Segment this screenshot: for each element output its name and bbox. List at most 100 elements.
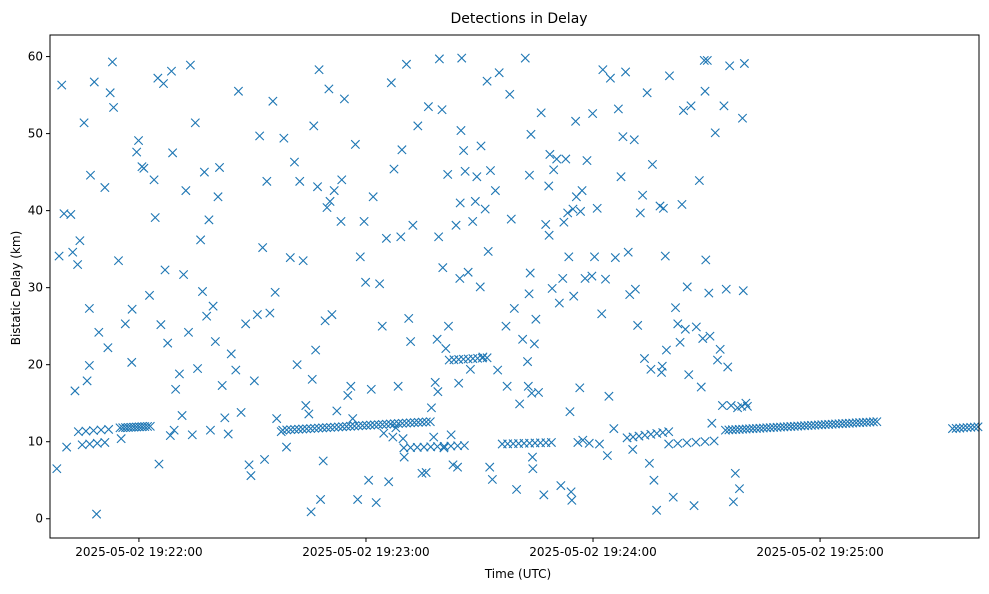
data-point [872, 417, 882, 427]
data-point [214, 162, 225, 173]
data-point [700, 86, 710, 96]
data-point [568, 204, 578, 214]
data-point [547, 283, 557, 294]
data-point [947, 424, 958, 434]
data-point [575, 383, 585, 393]
data-point [202, 311, 212, 321]
data-point [246, 471, 256, 481]
data-point [480, 204, 490, 214]
data-point [94, 327, 104, 337]
data-point [715, 344, 725, 354]
data-point [315, 494, 326, 505]
data-point [533, 387, 544, 398]
data-point [525, 268, 535, 278]
data-point [163, 338, 173, 348]
data-point [616, 172, 626, 182]
data-point [734, 424, 744, 434]
data-point [755, 423, 765, 433]
data-point [52, 464, 62, 474]
data-point [580, 273, 590, 284]
data-point [393, 381, 403, 391]
data-point [306, 423, 316, 434]
data-point [361, 420, 372, 430]
data-point [561, 154, 571, 164]
data-point [301, 400, 311, 411]
data-point [628, 444, 638, 455]
data-point [664, 439, 674, 449]
data-point [84, 303, 94, 314]
data-point [343, 390, 353, 401]
data-point [451, 220, 461, 230]
data-point [443, 169, 453, 180]
data-point [108, 102, 119, 112]
data-point [432, 334, 442, 344]
data-point [600, 274, 611, 284]
data-point [325, 196, 335, 206]
data-point [680, 324, 690, 334]
data-point [482, 76, 492, 86]
data-point [841, 418, 851, 429]
data-point [472, 172, 482, 182]
data-point [673, 319, 683, 329]
data-point [635, 208, 645, 218]
data-point [861, 417, 872, 427]
data-point [385, 419, 396, 429]
data-point [369, 420, 380, 430]
x-axis: 2025-05-02 19:22:00 2025-05-02 19:23:00 20… [75, 538, 884, 559]
data-point [527, 452, 538, 462]
data-point [150, 212, 160, 223]
data-point [210, 336, 220, 347]
data-point [731, 424, 741, 435]
y-tick-label: 40 [28, 204, 43, 218]
data-point [647, 159, 658, 169]
data-point [520, 53, 530, 63]
data-point [515, 399, 525, 409]
data-point [966, 422, 976, 432]
data-point [741, 424, 751, 434]
data-point [476, 141, 486, 151]
data-point [955, 423, 965, 433]
data-point [587, 271, 597, 281]
data-point [675, 337, 685, 347]
data-point [567, 495, 577, 505]
x-tick-label: 2025-05-02 19:23:00 [302, 545, 429, 559]
data-point [728, 497, 738, 507]
data-point [304, 409, 314, 419]
data-point [185, 60, 195, 70]
data-point [459, 145, 469, 156]
data-point [569, 291, 579, 301]
data-point [742, 401, 753, 411]
data-point [566, 487, 576, 497]
data-point [388, 432, 398, 442]
data-point [77, 440, 87, 450]
data-point [412, 442, 422, 452]
data-point [468, 354, 478, 364]
data-point [279, 133, 289, 143]
data-point [241, 319, 251, 329]
data-point [577, 186, 587, 196]
data-point [231, 365, 241, 375]
data-point [302, 424, 312, 434]
data-point [349, 421, 360, 431]
data-point [660, 251, 670, 261]
data-point [501, 321, 511, 331]
x-tick-label: 2025-05-02 19:24:00 [529, 545, 656, 559]
data-point [468, 216, 478, 226]
data-point [68, 247, 78, 257]
data-point [270, 287, 280, 297]
data-point [717, 400, 728, 411]
data-point [739, 58, 749, 69]
data-point [332, 406, 342, 416]
data-point [741, 398, 751, 408]
data-point [350, 139, 360, 149]
data-point [661, 345, 672, 355]
data-point [962, 423, 972, 433]
data-point [187, 430, 197, 440]
data-point [448, 460, 458, 470]
data-point [333, 422, 344, 432]
data-point [475, 282, 485, 292]
data-point [116, 434, 126, 444]
data-point [789, 421, 799, 431]
y-tick-label: 10 [28, 435, 43, 449]
data-point [307, 374, 317, 384]
